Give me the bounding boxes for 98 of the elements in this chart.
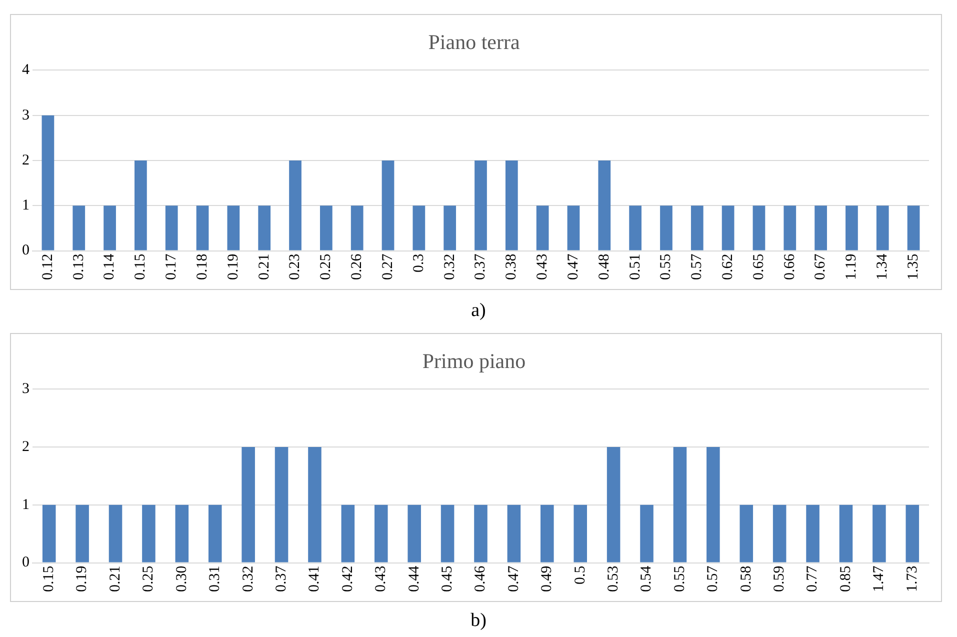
x-tick-label: 1.47 [871, 565, 888, 592]
y-tick-label: 3 [22, 107, 30, 124]
x-tick-label: 0.3 [410, 254, 427, 272]
x-tick-label: 0.67 [812, 253, 829, 280]
bar [289, 160, 302, 250]
chart-title: Primo piano [422, 349, 526, 374]
x-tick-label: 0.66 [782, 253, 798, 280]
x-tick-label: 0.44 [406, 565, 422, 592]
x-tick-label: 0.58 [738, 566, 754, 592]
x-tick-label: 0.21 [107, 566, 124, 592]
x-tick-label: 0.15 [132, 254, 149, 280]
bar [505, 160, 518, 250]
x-tick-label: 1.35 [905, 254, 922, 280]
x-tick-label: 0.17 [164, 253, 180, 280]
bar [350, 206, 364, 250]
x-tick-label: 0.55 [658, 254, 674, 280]
x-tick-label: 0.57 [705, 565, 722, 592]
x-tick-label: 0.49 [539, 566, 556, 592]
x-tick-label: 0.65 [750, 254, 767, 280]
x-tick-label: 0.48 [596, 254, 612, 280]
bar [382, 160, 394, 250]
x-tick-label: 0.30 [174, 566, 190, 592]
x-tick-label: 0.21 [256, 254, 272, 280]
x-tick-label: 1.19 [844, 254, 860, 280]
x-tick-label: 0.14 [102, 253, 118, 280]
bar [876, 206, 889, 250]
bar [660, 206, 672, 250]
bar [536, 206, 549, 250]
x-tick-label: 0.5 [572, 566, 588, 584]
x-tick-label: 0.57 [689, 253, 706, 280]
x-tick-label: 0.37 [273, 565, 290, 592]
x-tick-label: 0.19 [74, 566, 90, 592]
bar [72, 206, 86, 250]
bar [165, 206, 178, 250]
bar [567, 206, 580, 250]
x-tick-label: 0.12 [40, 254, 56, 280]
x-tick-label: 0.25 [140, 566, 157, 592]
x-tick-label: 0.23 [287, 254, 304, 280]
bar [320, 206, 332, 250]
x-tick-label: 0.18 [194, 254, 210, 280]
x-tick-label: 0.47 [506, 565, 522, 592]
bar [412, 206, 426, 250]
x-tick-label: 0.54 [638, 565, 655, 592]
x-tick-label: 0.41 [306, 566, 323, 592]
x-tick-label: 0.85 [838, 566, 854, 592]
y-tick-label: 1 [22, 496, 30, 513]
x-tick-label: 0.37 [472, 253, 489, 280]
y-tick-label: 4 [22, 62, 30, 78]
x-tick-label: 0.15 [41, 566, 58, 592]
text: b) [470, 610, 488, 632]
x-tick-label: 0.59 [772, 566, 788, 592]
x-tick-label: 0.32 [240, 566, 256, 592]
x-tick-label: 0.46 [472, 565, 489, 592]
x-tick-label: 0.62 [720, 254, 736, 280]
x-tick-label: 1.73 [904, 566, 920, 592]
bar [629, 206, 642, 250]
bar [134, 160, 147, 250]
chart-title: Piano terra [428, 30, 520, 54]
x-tick-label: 0.19 [225, 254, 242, 280]
bar [846, 206, 858, 250]
x-tick-label: 0.26 [349, 253, 366, 280]
bar [690, 206, 704, 250]
x-tick-label: 0.51 [627, 254, 644, 280]
bar [444, 206, 456, 250]
bar [474, 160, 487, 250]
x-tick-label: 0.42 [340, 566, 356, 592]
x-tick-label: 0.43 [373, 566, 390, 592]
bar [227, 206, 240, 250]
x-tick-label: 0.55 [672, 566, 688, 592]
bar [907, 206, 920, 250]
bar [258, 206, 271, 250]
x-tick-label: 1.34 [874, 253, 891, 280]
x-tick-label: 0.31 [207, 566, 224, 592]
y-tick-label: 2 [22, 438, 30, 455]
bar [104, 206, 116, 250]
x-tick-label: 0.53 [606, 566, 622, 592]
x-tick-label: 0.13 [70, 254, 87, 280]
y-tick-label: 2 [22, 152, 30, 168]
x-tick-label: 0.45 [439, 566, 456, 592]
x-tick-label: 0.43 [534, 254, 551, 280]
bar [722, 206, 734, 250]
bar [598, 160, 611, 250]
bar [752, 206, 766, 250]
y-tick-label: 3 [22, 381, 30, 398]
text: a) [470, 300, 487, 322]
bar [814, 206, 827, 250]
x-tick-label: 0.32 [442, 254, 458, 280]
y-tick-label: 0 [22, 242, 30, 259]
bar [784, 206, 796, 250]
y-tick-label: 1 [22, 198, 30, 214]
bar [42, 115, 54, 250]
bar [196, 206, 209, 250]
x-tick-label: 0.27 [380, 253, 396, 280]
x-tick-label: 0.38 [504, 254, 520, 280]
x-tick-label: 0.77 [804, 565, 821, 592]
x-tick-label: 0.47 [565, 253, 582, 280]
x-tick-label: 0.25 [318, 254, 334, 280]
y-tick-label: 0 [22, 554, 30, 571]
